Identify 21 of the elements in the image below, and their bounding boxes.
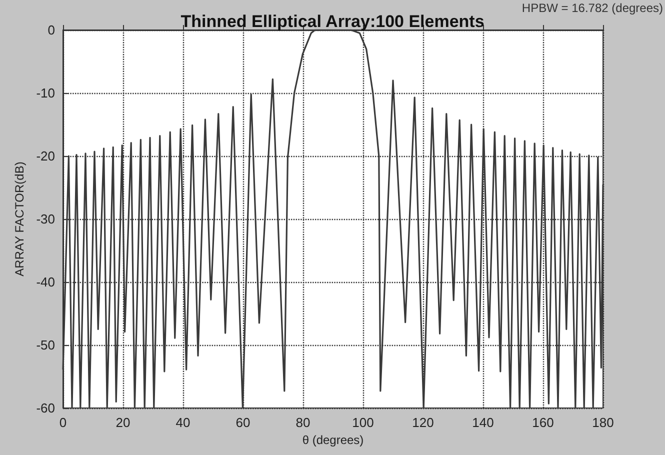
text: HPBW = 16.782 (degrees) [522, 1, 664, 15]
x-tick-label: 120 [412, 415, 434, 430]
y-axis-title: ARRAY FACTOR(dB) [12, 162, 26, 276]
x-tick-label: 180 [592, 415, 614, 430]
y-tick-label: -40 [36, 274, 55, 290]
y-tick-label: 0 [48, 22, 55, 38]
y-tick-label: -50 [36, 338, 55, 352]
chart-title: Thinned Elliptical Array:100 Elements [180, 12, 484, 31]
y-tick-label: -30 [36, 212, 55, 226]
x-tick-label: 140 [472, 415, 494, 430]
y-tick-label: -60 [36, 400, 55, 416]
x-tick-label: 100 [352, 415, 374, 430]
x-tick-label: 40 [176, 415, 190, 430]
x-tick-label: 160 [532, 415, 554, 430]
x-tick-label: 20 [116, 415, 130, 430]
x-axis-title: θ (degrees) [302, 432, 364, 447]
x-tick-label: 60 [236, 415, 250, 430]
y-tick-label: -10 [36, 86, 55, 100]
x-tick-label: 80 [296, 415, 310, 430]
y-tick-label: -20 [36, 148, 55, 164]
x-tick-label: 0 [59, 415, 67, 430]
